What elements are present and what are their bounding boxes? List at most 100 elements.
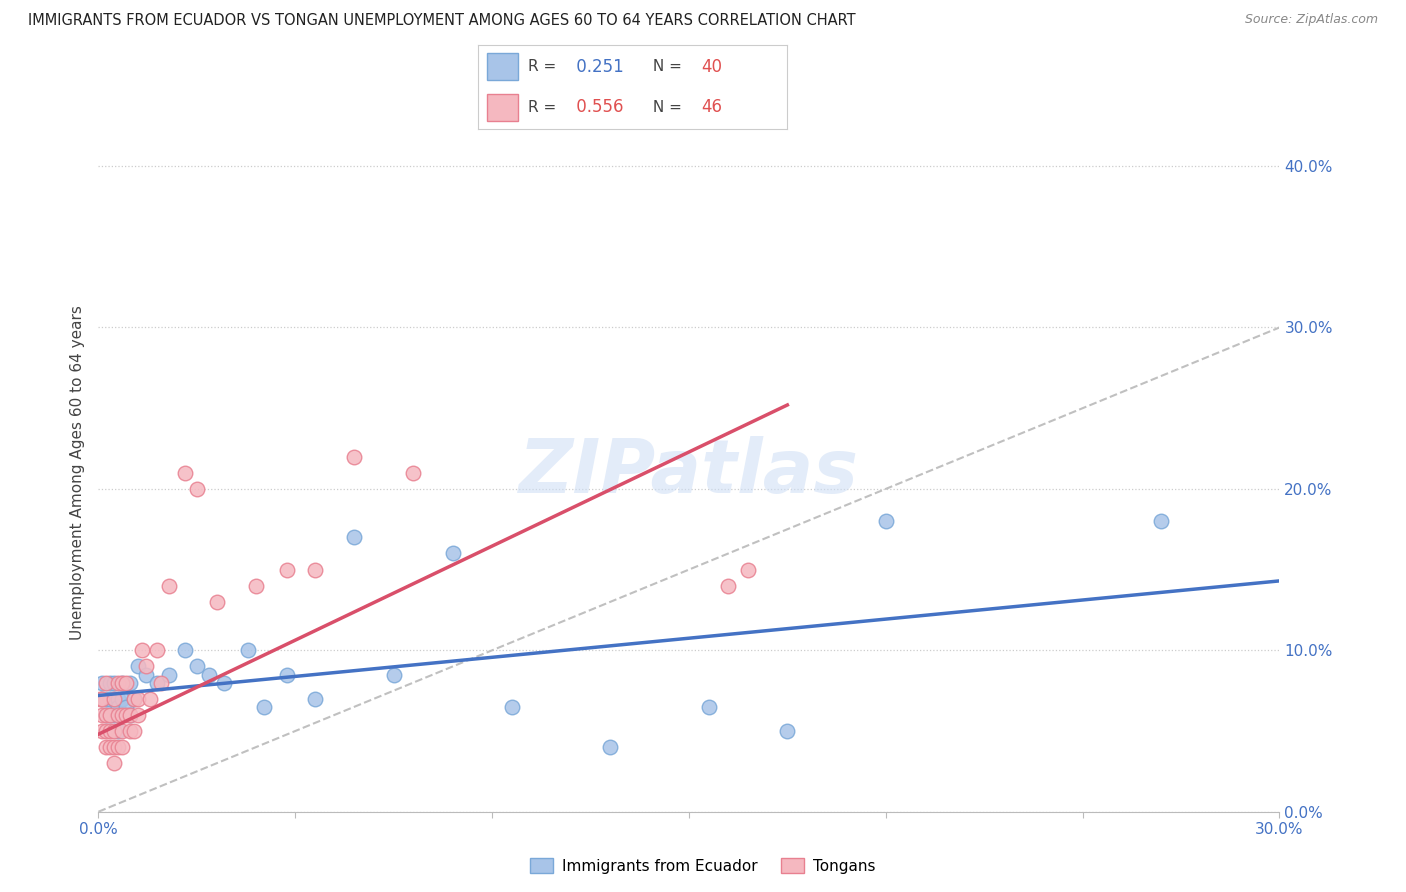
Point: [1150, 514, 1173, 528]
Point: [103, 707, 125, 722]
Point: [103, 756, 125, 771]
Point: [122, 724, 145, 739]
Point: [111, 691, 134, 706]
Point: [107, 707, 129, 722]
Point: [697, 699, 720, 714]
Point: [599, 740, 621, 755]
Point: [118, 675, 141, 690]
FancyBboxPatch shape: [488, 54, 519, 80]
Text: Source: ZipAtlas.com: Source: ZipAtlas.com: [1244, 13, 1378, 27]
Point: [441, 546, 464, 560]
Point: [146, 675, 169, 690]
Point: [382, 667, 405, 681]
Point: [91, 724, 114, 739]
Point: [96, 707, 118, 722]
Point: [115, 707, 138, 722]
Point: [214, 675, 236, 690]
Point: [98, 707, 121, 722]
Point: [157, 579, 180, 593]
Point: [157, 667, 180, 681]
Point: [304, 563, 326, 577]
Point: [776, 724, 799, 739]
Point: [343, 450, 366, 464]
Point: [174, 643, 197, 657]
Point: [135, 659, 157, 673]
Point: [107, 675, 129, 690]
Point: [107, 699, 129, 714]
Point: [98, 707, 121, 722]
Text: N =: N =: [648, 100, 688, 115]
Point: [236, 643, 259, 657]
Point: [127, 659, 149, 673]
Point: [96, 691, 118, 706]
Text: 40: 40: [700, 58, 721, 76]
Point: [174, 466, 197, 480]
Legend: Immigrants from Ecuador, Tongans: Immigrants from Ecuador, Tongans: [524, 852, 882, 880]
Point: [737, 563, 759, 577]
Point: [103, 691, 125, 706]
Point: [402, 466, 425, 480]
Point: [276, 667, 298, 681]
Point: [717, 579, 740, 593]
Point: [127, 707, 149, 722]
Point: [91, 675, 114, 690]
Point: [91, 691, 114, 706]
Point: [107, 724, 129, 739]
Point: [103, 740, 125, 755]
Point: [127, 691, 149, 706]
Text: 46: 46: [700, 98, 721, 116]
Point: [150, 675, 173, 690]
Point: [98, 675, 121, 690]
Point: [111, 675, 134, 690]
Point: [245, 579, 267, 593]
Point: [131, 643, 153, 657]
Point: [122, 691, 145, 706]
Point: [98, 740, 121, 755]
Point: [103, 724, 125, 739]
Point: [146, 643, 169, 657]
Text: IMMIGRANTS FROM ECUADOR VS TONGAN UNEMPLOYMENT AMONG AGES 60 TO 64 YEARS CORRELA: IMMIGRANTS FROM ECUADOR VS TONGAN UNEMPL…: [28, 13, 856, 29]
Point: [875, 514, 897, 528]
Y-axis label: Unemployment Among Ages 60 to 64 years: Unemployment Among Ages 60 to 64 years: [69, 305, 84, 640]
Point: [96, 740, 118, 755]
Text: R =: R =: [527, 59, 561, 74]
Point: [96, 724, 118, 739]
Point: [343, 530, 366, 544]
Point: [115, 675, 138, 690]
Point: [96, 707, 118, 722]
Point: [89, 691, 111, 706]
Point: [91, 691, 114, 706]
Text: 0.556: 0.556: [571, 98, 623, 116]
Point: [122, 691, 145, 706]
Text: ZIPatlas: ZIPatlas: [519, 436, 859, 509]
Point: [304, 691, 326, 706]
Point: [96, 675, 118, 690]
Point: [103, 675, 125, 690]
Point: [107, 740, 129, 755]
Point: [197, 667, 219, 681]
Text: 0.251: 0.251: [571, 58, 624, 76]
Point: [253, 699, 276, 714]
Point: [205, 595, 228, 609]
Point: [103, 691, 125, 706]
Point: [111, 675, 134, 690]
Point: [107, 691, 129, 706]
Point: [111, 724, 134, 739]
Point: [118, 707, 141, 722]
Point: [186, 659, 208, 673]
Point: [276, 563, 298, 577]
Point: [118, 707, 141, 722]
Point: [138, 691, 160, 706]
Point: [186, 482, 208, 496]
Point: [98, 724, 121, 739]
Point: [501, 699, 523, 714]
Text: R =: R =: [527, 100, 561, 115]
Point: [111, 707, 134, 722]
Point: [118, 724, 141, 739]
Text: N =: N =: [648, 59, 688, 74]
Point: [91, 707, 114, 722]
Point: [135, 667, 157, 681]
FancyBboxPatch shape: [488, 94, 519, 120]
Point: [115, 699, 138, 714]
Point: [111, 740, 134, 755]
